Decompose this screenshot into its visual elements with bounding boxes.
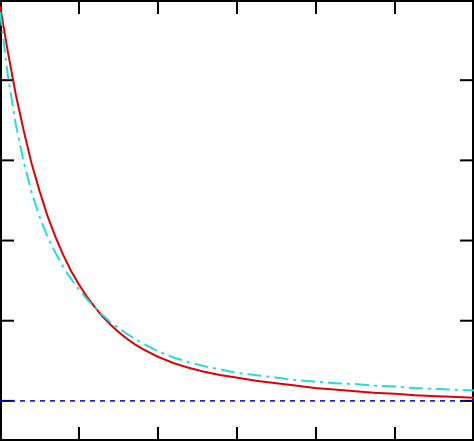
series-layer: [0, 5, 474, 402]
series-line-2: [0, 11, 474, 392]
series-line-1: [0, 5, 474, 399]
